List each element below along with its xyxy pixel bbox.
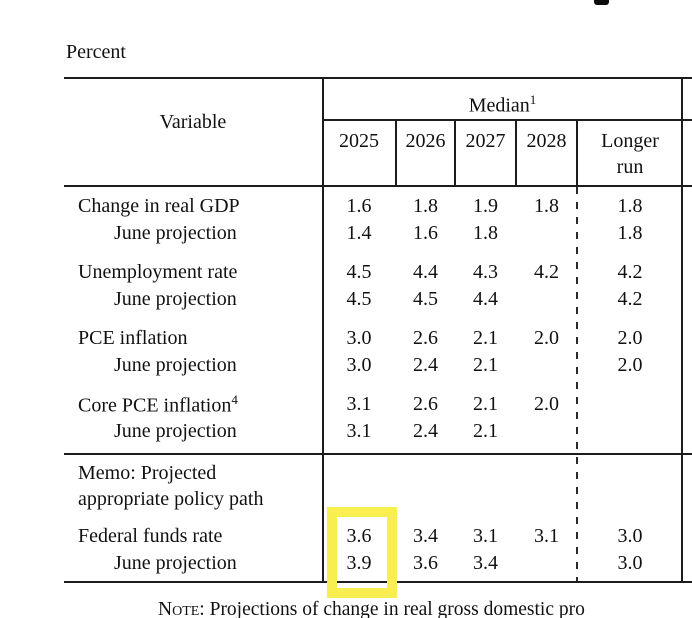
column-header-median: Median1 (324, 87, 681, 119)
table-row-unemployment-june: June projection 4.5 4.5 4.4 4.2 (64, 286, 683, 313)
cell-longer-run: 3.0 (617, 552, 643, 574)
cell-2027: 1.9 (473, 195, 498, 217)
cell-2025: 1.6 (346, 195, 372, 217)
cell-2026: 2.6 (413, 393, 438, 415)
cell-2027: 3.1 (473, 525, 498, 547)
table-row-gdp: Change in real GDP 1.6 1.8 1.9 1.8 1.8 (64, 193, 683, 220)
median-label: Median (468, 94, 530, 117)
column-header-2027: 2027 (465, 130, 506, 152)
cell-2026: 1.8 (413, 195, 438, 217)
cell-2025: 4.5 (346, 261, 372, 283)
table-row-core-pce: Core PCE inflation4 3.1 2.6 2.1 2.0 (64, 391, 683, 418)
row-label: June projection (114, 420, 237, 442)
row-label: June projection (114, 288, 237, 310)
cell-2028: 4.2 (534, 261, 559, 283)
cell-2026: 2.4 (413, 420, 438, 442)
cell-longer-run: 1.8 (617, 195, 643, 217)
cell-longer-run: 2.0 (617, 354, 643, 376)
table-rule-above-memo (64, 453, 692, 455)
table-row-gdp-june: June projection 1.4 1.6 1.8 1.8 (64, 220, 683, 247)
row-label: Change in real GDP (78, 195, 240, 217)
clipped-title-fragment (594, 0, 609, 5)
year-divider-2028-longer-run (576, 119, 578, 187)
table-row-fed-funds: Federal funds rate 3.6 3.4 3.1 3.1 3.0 (64, 523, 683, 550)
column-header-longer-run: Longer run (577, 128, 683, 180)
cell-2025: 3.0 (346, 354, 372, 376)
cell-longer-run: 4.2 (617, 261, 643, 283)
row-label: June projection (114, 552, 237, 574)
column-header-2026: 2026 (405, 130, 446, 152)
cell-2028: 1.8 (534, 195, 559, 217)
unit-label: Percent (66, 41, 126, 63)
cell-2028: 2.0 (534, 327, 559, 349)
memo-section: Memo: Projected appropriate policy path … (64, 456, 683, 577)
dashed-divider-longer-run (576, 187, 578, 581)
row-label: June projection (114, 354, 237, 376)
cell-2027: 4.3 (473, 261, 498, 283)
cell-2026: 2.6 (413, 327, 438, 349)
table-row-pce-june: June projection 3.0 2.4 2.1 2.0 (64, 352, 683, 379)
column-divider-variable (322, 77, 324, 583)
row-label: Unemployment rate (78, 261, 238, 283)
cell-2027: 3.4 (473, 552, 498, 574)
median-footnote-marker: 1 (529, 92, 537, 107)
row-label-text: Core PCE inflation (78, 394, 232, 417)
row-label: Core PCE inflation4 (64, 392, 322, 418)
cell-longer-run: 2.0 (617, 327, 643, 349)
memo-heading-line2: appropriate policy path (78, 488, 264, 510)
cell-longer-run: 4.2 (617, 288, 643, 310)
year-divider-2026-2027 (454, 119, 456, 187)
column-divider-right-edge (681, 77, 683, 583)
table-row-fed-funds-june: June projection 3.9 3.6 3.4 3.0 (64, 550, 683, 577)
table-rule-top (64, 77, 692, 79)
longer-run-line1: Longer (601, 130, 659, 152)
table-rule-under-median (322, 119, 692, 121)
table-rule-bottom (64, 581, 692, 583)
highlight-box-fed-funds-2025 (327, 507, 397, 598)
column-header-2025: 2025 (339, 130, 379, 152)
column-header-2028: 2028 (526, 130, 567, 152)
cell-2025: 3.1 (346, 420, 372, 442)
cell-2026: 1.6 (413, 222, 438, 244)
cell-2028: 2.0 (534, 393, 559, 415)
year-divider-2027-2028 (515, 119, 517, 187)
cell-2027: 2.1 (473, 327, 498, 349)
core-pce-footnote-marker: 4 (231, 391, 238, 407)
row-label: June projection (114, 222, 237, 244)
cell-2027: 2.1 (473, 354, 498, 376)
table-row-core-pce-june: June projection 3.1 2.4 2.1 (64, 418, 683, 445)
cell-2027: 1.8 (473, 222, 498, 244)
year-divider-2025-2026 (395, 119, 397, 187)
cell-2027: 2.1 (473, 393, 498, 415)
note-text: Note: Projections of change in real gros… (158, 599, 585, 618)
cell-2027: 2.1 (473, 420, 498, 442)
table-body: Change in real GDP 1.6 1.8 1.9 1.8 1.8 J… (64, 187, 683, 445)
column-header-variable: Variable (159, 111, 227, 133)
cell-2025: 3.9 (346, 552, 372, 574)
cell-2027: 4.4 (473, 288, 498, 310)
note-body: Projections of change in real gross dome… (209, 599, 585, 618)
table-row-pce: PCE inflation 3.0 2.6 2.1 2.0 2.0 (64, 325, 683, 352)
row-label: PCE inflation (78, 327, 188, 349)
cell-longer-run: 3.0 (617, 525, 643, 547)
cell-2025: 1.4 (346, 222, 372, 244)
cell-2025: 3.0 (346, 327, 372, 349)
table-rule-under-header (64, 185, 692, 187)
cell-longer-run: 1.8 (617, 222, 643, 244)
memo-heading-line1: Memo: Projected (78, 462, 217, 484)
row-label: Federal funds rate (78, 525, 223, 547)
cell-2025: 3.6 (346, 525, 372, 547)
cell-2026: 4.5 (413, 288, 438, 310)
cell-2025: 4.5 (346, 288, 372, 310)
cell-2025: 3.1 (346, 393, 372, 415)
cell-2026: 3.6 (413, 552, 438, 574)
cell-2026: 2.4 (413, 354, 438, 376)
table-row-unemployment: Unemployment rate 4.5 4.4 4.3 4.2 4.2 (64, 259, 683, 286)
cell-2026: 4.4 (413, 261, 438, 283)
note-label: Note: (158, 599, 205, 618)
cell-2026: 3.4 (413, 525, 438, 547)
longer-run-line2: run (616, 156, 644, 178)
cell-2028: 3.1 (534, 525, 559, 547)
